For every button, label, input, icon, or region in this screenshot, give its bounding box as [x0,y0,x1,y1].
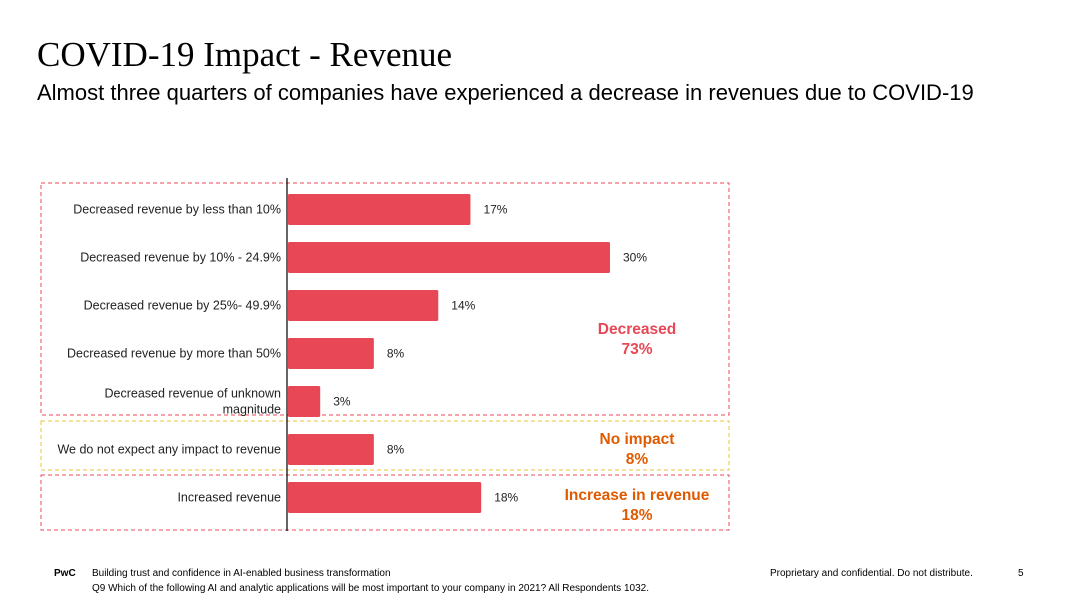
bar [288,434,374,465]
group-summary-label: Increase in revenue [565,487,710,504]
group-frame-2 [40,474,730,531]
page-title: COVID-19 Impact - Revenue [37,35,453,74]
group-summary-label: 8% [626,451,649,468]
bar-value-label: 30% [623,251,647,265]
category-label: Decreased revenue of unknown [104,387,281,401]
category-label: Decreased revenue by 10% - 24.9% [80,251,281,265]
bar [288,338,374,369]
group-frame-1 [40,420,730,471]
group-summary-label: Decreased [598,321,676,338]
category-label: Decreased revenue by more than 50% [67,347,281,361]
bar-value-label: 17% [483,203,507,217]
bar [288,194,471,225]
bar-value-label: 8% [387,443,405,457]
bar-value-label: 14% [451,299,475,313]
bar [288,242,610,273]
footer-confidential: Proprietary and confidential. Do not dis… [770,568,973,579]
group-summary-label: 18% [621,507,652,524]
bar-value-label: 18% [494,491,518,505]
bar-value-label: 8% [387,347,405,361]
group-summary-label: 73% [621,341,652,358]
group-summary-label: No impact [600,431,675,448]
group-frame-0 [40,182,730,416]
bar-value-label: 3% [333,395,351,409]
category-label: magnitude [223,403,281,417]
page-number: 5 [1018,568,1024,579]
bar [288,482,482,513]
category-label: Decreased revenue by less than 10% [73,203,281,217]
page-subtitle: Almost three quarters of companies have … [37,80,974,105]
category-label: Decreased revenue by 25%- 49.9% [84,299,281,313]
category-label: Increased revenue [177,491,281,505]
footer-brand: PwC [54,568,76,579]
footer-question: Q9 Which of the following AI and analyti… [92,583,649,594]
category-label: We do not expect any impact to revenue [57,443,281,457]
footer-tagline: Building trust and confidence in AI-enab… [92,568,391,579]
bar [288,386,321,417]
bar [288,290,439,321]
